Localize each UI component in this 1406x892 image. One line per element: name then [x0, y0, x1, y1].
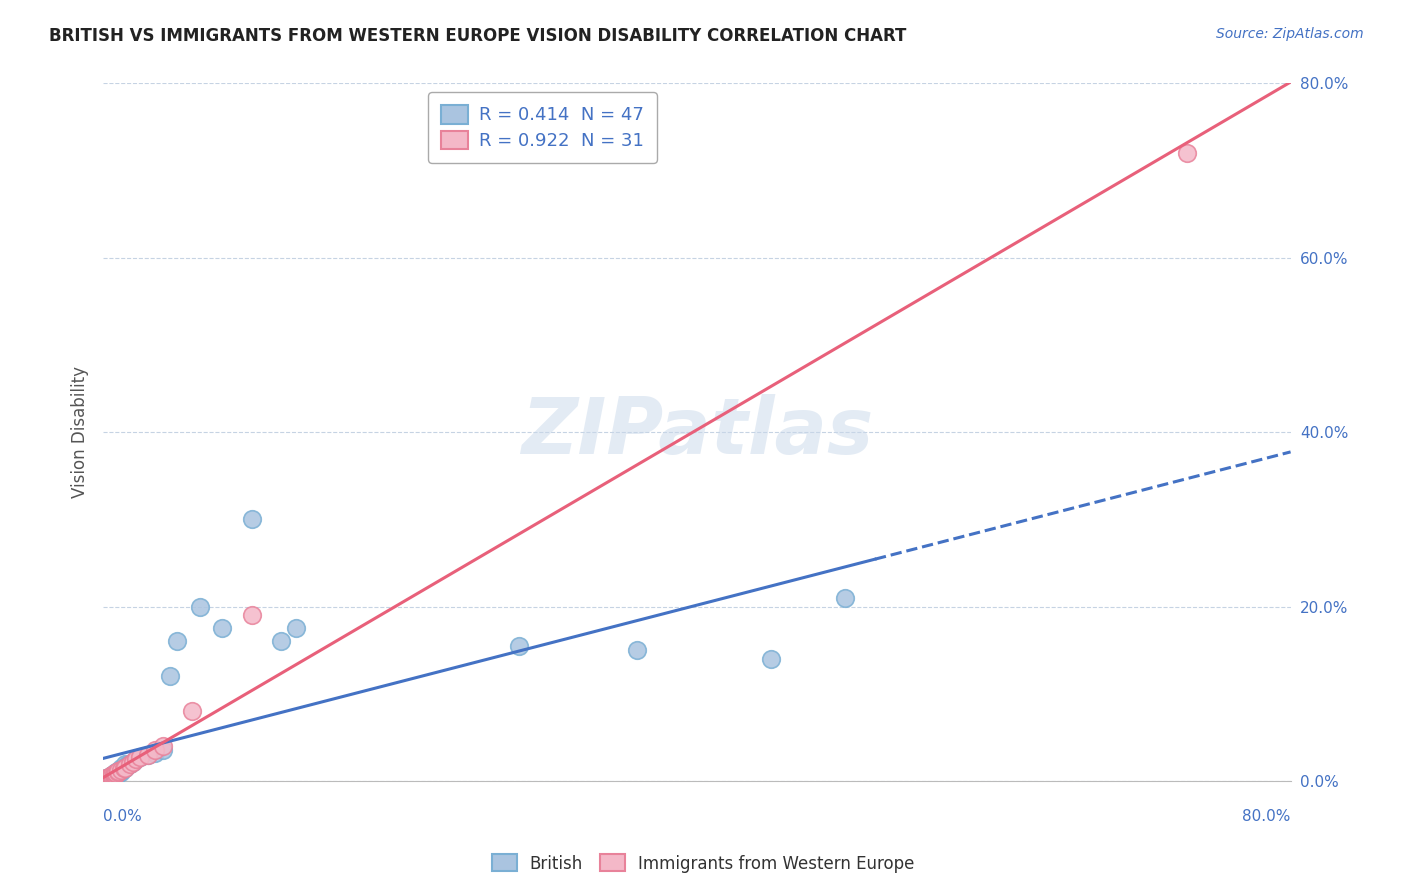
Point	[97, 771, 120, 785]
Point	[118, 756, 141, 771]
Point	[107, 767, 129, 781]
Point	[110, 761, 132, 775]
Point	[834, 591, 856, 605]
Point	[97, 771, 120, 785]
Point	[100, 769, 122, 783]
Point	[104, 766, 127, 780]
Point	[98, 770, 121, 784]
Point	[115, 758, 138, 772]
Point	[111, 763, 134, 777]
Point	[98, 771, 121, 785]
Point	[136, 747, 159, 762]
Point	[285, 621, 308, 635]
Point	[759, 652, 782, 666]
Point	[181, 704, 204, 718]
Legend: British, Immigrants from Western Europe: British, Immigrants from Western Europe	[485, 847, 921, 880]
Point	[108, 765, 131, 780]
Point	[100, 769, 122, 783]
Point	[101, 768, 124, 782]
Point	[103, 767, 125, 781]
Point	[136, 747, 159, 762]
Point	[94, 772, 117, 787]
Point	[152, 743, 174, 757]
Point	[103, 769, 125, 783]
Point	[101, 770, 124, 784]
Point	[211, 621, 233, 635]
Point	[107, 764, 129, 778]
Point	[103, 770, 125, 784]
Point	[98, 772, 121, 786]
Text: 0.0%: 0.0%	[103, 809, 142, 824]
Point	[240, 512, 263, 526]
Text: 80.0%: 80.0%	[1243, 809, 1291, 824]
Point	[97, 772, 120, 786]
Point	[125, 752, 148, 766]
Point	[94, 772, 117, 787]
Point	[103, 767, 125, 781]
Point	[101, 768, 124, 782]
Point	[110, 765, 132, 780]
Point	[166, 634, 188, 648]
Point	[270, 634, 292, 648]
Text: BRITISH VS IMMIGRANTS FROM WESTERN EUROPE VISION DISABILITY CORRELATION CHART: BRITISH VS IMMIGRANTS FROM WESTERN EUROP…	[49, 27, 907, 45]
Point	[152, 739, 174, 753]
Point	[129, 749, 152, 764]
Point	[114, 761, 136, 775]
Point	[100, 771, 122, 785]
Legend: R = 0.414  N = 47, R = 0.922  N = 31: R = 0.414 N = 47, R = 0.922 N = 31	[429, 93, 657, 162]
Point	[105, 766, 128, 780]
Point	[100, 771, 122, 785]
Point	[97, 772, 120, 787]
Point	[107, 764, 129, 778]
Point	[104, 766, 127, 780]
Point	[100, 772, 122, 786]
Point	[94, 772, 117, 786]
Y-axis label: Vision Disability: Vision Disability	[72, 367, 89, 499]
Point	[98, 770, 121, 784]
Text: ZIPatlas: ZIPatlas	[520, 394, 873, 470]
Point	[125, 752, 148, 766]
Point	[94, 772, 117, 786]
Point	[188, 599, 211, 614]
Point	[118, 756, 141, 771]
Point	[97, 772, 120, 786]
Point	[159, 669, 181, 683]
Point	[114, 761, 136, 775]
Point	[105, 768, 128, 782]
Point	[143, 743, 166, 757]
Point	[105, 765, 128, 780]
Point	[93, 773, 115, 788]
Point	[240, 608, 263, 623]
Text: Source: ZipAtlas.com: Source: ZipAtlas.com	[1216, 27, 1364, 41]
Point	[121, 755, 143, 769]
Point	[98, 771, 121, 785]
Point	[101, 771, 124, 785]
Point	[112, 761, 135, 775]
Point	[1175, 146, 1198, 161]
Point	[93, 773, 115, 788]
Point	[121, 755, 143, 769]
Point	[107, 765, 129, 780]
Point	[114, 756, 136, 771]
Point	[143, 746, 166, 760]
Point	[508, 639, 530, 653]
Point	[626, 643, 648, 657]
Point	[104, 769, 127, 783]
Point	[129, 749, 152, 764]
Point	[104, 768, 127, 782]
Point	[110, 763, 132, 777]
